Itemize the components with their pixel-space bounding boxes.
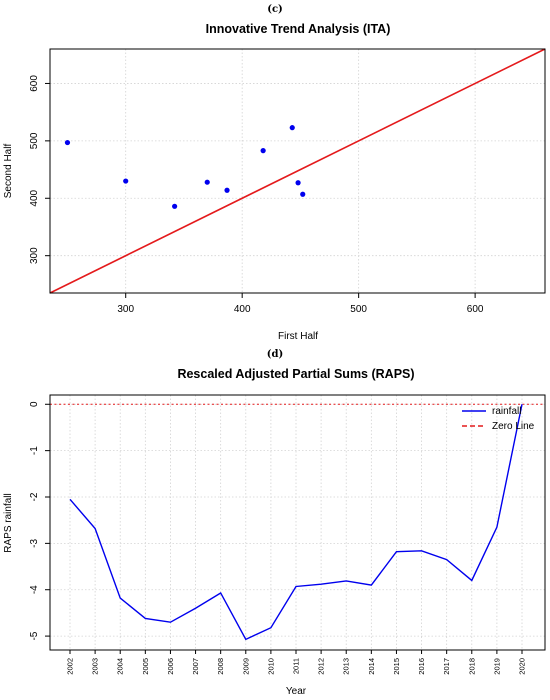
- series-line-rainfall: [69, 404, 523, 641]
- y-tick-label: -1: [29, 446, 40, 455]
- x-tick-label: 2020: [518, 658, 527, 675]
- y-tick-label: 400: [29, 189, 40, 206]
- x-tick-label: 400: [234, 304, 251, 315]
- ita-chart: (c) Innovative Trend Analysis (ITA) 300 4…: [3, 4, 546, 342]
- x-tick-label: 2002: [66, 658, 75, 675]
- y-tick-label: -5: [29, 631, 40, 640]
- x-tick-label: 2010: [266, 658, 275, 675]
- x-tick-label: 2007: [191, 658, 200, 675]
- data-point: [64, 139, 71, 146]
- y-tick-label: -2: [29, 492, 40, 501]
- x-tick-label: 500: [350, 304, 367, 315]
- x-axis-label-raps: Year: [286, 686, 307, 697]
- y-tick-label: 300: [29, 247, 40, 264]
- data-point: [123, 178, 129, 184]
- x-tick-label: 2013: [342, 658, 351, 675]
- reference-line: [49, 48, 546, 294]
- y-tick-label: 0: [29, 401, 40, 407]
- x-tick-label: 600: [467, 304, 484, 315]
- y-axis-label-ita: Second Half: [3, 144, 14, 199]
- x-tick-label: 2015: [392, 658, 401, 675]
- data-point: [295, 180, 301, 186]
- raps-chart: (d) Rescaled Adjusted Partial Sums (RAPS…: [3, 349, 546, 697]
- x-tick-label: 2019: [492, 658, 501, 675]
- y-tick-label: -4: [29, 585, 40, 594]
- plot-frame-raps: [49, 394, 546, 651]
- y-tick-label: -3: [29, 538, 40, 547]
- x-tick-label: 2003: [91, 658, 100, 675]
- chart-title-raps: Rescaled Adjusted Partial Sums (RAPS): [177, 367, 414, 381]
- data-point: [224, 187, 230, 193]
- x-tick-label: 2012: [317, 658, 326, 675]
- y-tick-label: 600: [29, 75, 40, 92]
- x-axis-label-ita: First Half: [278, 331, 318, 342]
- x-tick-label: 2017: [442, 658, 451, 675]
- legend: rainfall Zero Line: [462, 406, 535, 432]
- x-tick-label: 2009: [241, 658, 250, 675]
- panel-label-c: (c): [267, 4, 283, 15]
- y-axis-label-raps: RAPS rainfall: [3, 493, 14, 552]
- x-tick-label: 2018: [467, 658, 476, 675]
- x-tick-label: 2011: [292, 658, 301, 674]
- plot-frame-ita: [49, 48, 546, 294]
- x-tick-label: 2014: [367, 658, 376, 675]
- x-tick-label: 2008: [216, 658, 225, 675]
- data-point: [300, 191, 306, 197]
- data-point: [260, 148, 266, 154]
- x-tick-label: 2005: [141, 658, 150, 675]
- legend-label-rainfall: rainfall: [492, 406, 521, 417]
- legend-label-zero-line: Zero Line: [492, 421, 535, 432]
- chart-title-ita: Innovative Trend Analysis (ITA): [206, 22, 391, 36]
- x-tick-label: 2004: [116, 658, 125, 675]
- x-tick-label: 300: [117, 304, 134, 315]
- data-point: [289, 125, 295, 131]
- panel-label-d: (d): [267, 349, 283, 360]
- x-tick-label: 2006: [166, 658, 175, 675]
- x-tick-label: 2016: [417, 658, 426, 675]
- y-tick-label: 500: [29, 132, 40, 149]
- data-point: [172, 203, 178, 209]
- data-point: [204, 179, 210, 185]
